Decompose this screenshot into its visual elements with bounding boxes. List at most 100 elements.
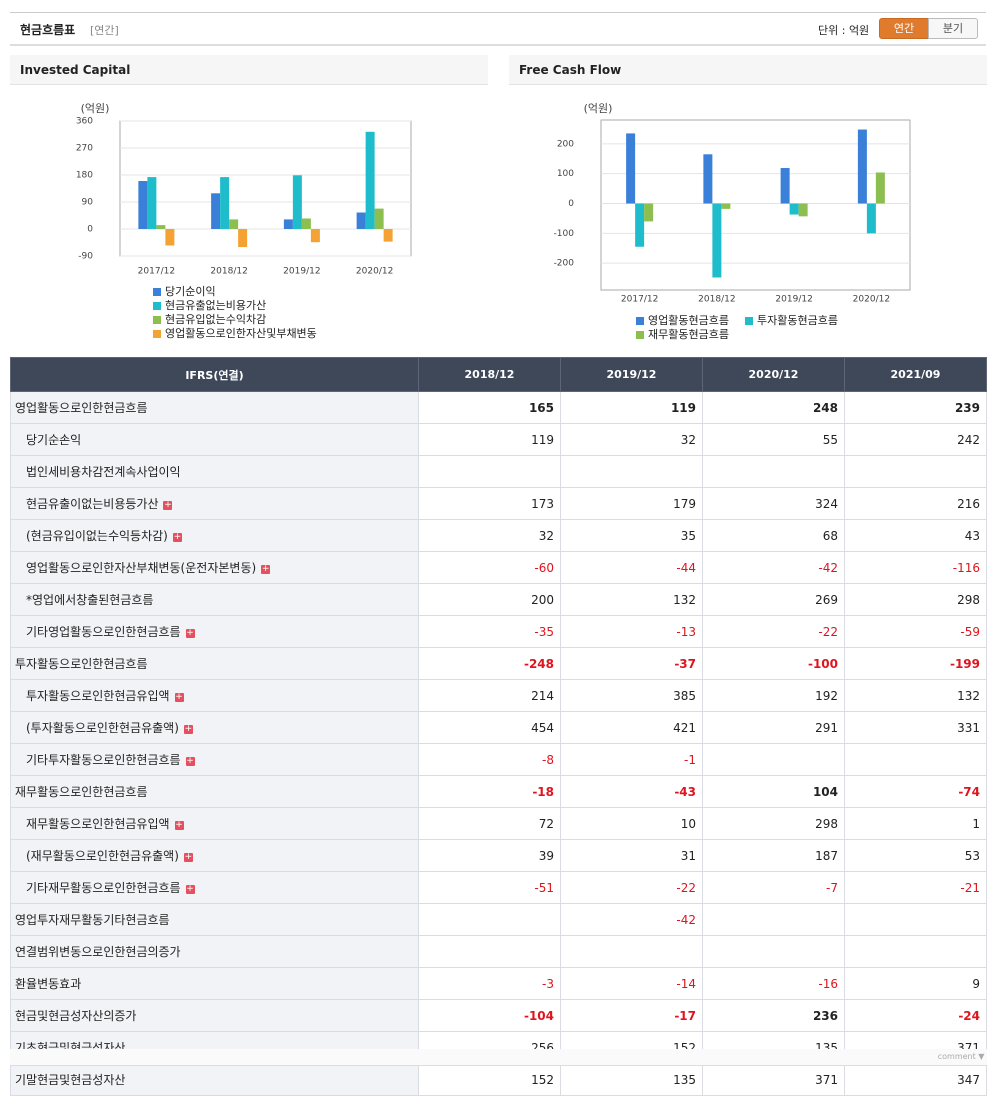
legend-label: 재무활동현금흐름 (648, 327, 729, 341)
table-row: 재무활동으로인한현금흐름 -18 -43 104 -74 (10, 775, 987, 808)
footer: comment ▼ (10, 1049, 987, 1066)
table-row: 영업활동으로인한현금흐름 165 119 248 239 (10, 391, 987, 424)
value-cell (844, 743, 987, 776)
column-header: 2018/12 (418, 357, 561, 392)
bar (712, 203, 722, 278)
chart-title: Free Cash Flow (509, 55, 987, 85)
value: -51 (534, 880, 554, 895)
value-cell: -42 (702, 551, 845, 584)
value-cell (844, 903, 987, 936)
legend-label: 투자활동현금흐름 (757, 313, 838, 327)
value: -44 (676, 560, 696, 575)
value: -14 (676, 976, 696, 991)
bar (383, 229, 393, 242)
value-cell: -13 (560, 615, 703, 648)
value-cell: 32 (418, 519, 561, 552)
value: 298 (815, 816, 838, 831)
expand-icon[interactable]: + (183, 724, 193, 734)
value-cell: 216 (844, 487, 987, 520)
value: 173 (531, 496, 554, 511)
value: 192 (815, 688, 838, 703)
value-cell: 236 (702, 999, 845, 1032)
row-label: *영업에서창출된현금흐름 (26, 593, 154, 607)
y-tick-label: 0 (87, 225, 93, 235)
quarter-button[interactable]: 분기 (928, 18, 978, 39)
value: -18 (532, 784, 554, 799)
row-label-cell: 재무활동으로인한현금유입액 + (10, 807, 419, 840)
row-label: 투자활동으로인한현금유입액 (26, 689, 170, 703)
legend-label: 영업활동으로인한자산및부채변동 (165, 326, 317, 340)
value: 179 (673, 496, 696, 511)
row-label-cell: 환율변동효과 (10, 967, 419, 1000)
y-axis-label: (억원) (81, 102, 110, 115)
table-row: 연결범위변동으로인한현금의증가 (10, 935, 987, 968)
value-cell: -22 (560, 871, 703, 904)
expand-icon[interactable]: + (185, 756, 195, 766)
expand-icon[interactable]: + (185, 628, 195, 638)
bar (356, 212, 366, 229)
bar (310, 229, 320, 243)
value: 68 (822, 528, 838, 543)
x-tick-label: 2019/12 (775, 295, 812, 305)
value-cell: 248 (702, 391, 845, 424)
value: -74 (958, 784, 980, 799)
value: 132 (673, 592, 696, 607)
legend-label: 현금유입없는수익차감 (165, 313, 266, 326)
value-cell: -100 (702, 647, 845, 680)
value-cell (418, 455, 561, 488)
value: 35 (680, 528, 696, 543)
row-label: 재무활동으로인한현금유입액 (26, 817, 170, 831)
value: -16 (818, 976, 838, 991)
column-header: 2019/12 (560, 357, 703, 392)
table-row: 투자활동으로인한현금유입액 +214 385 192 132 (10, 679, 987, 712)
expand-icon[interactable]: + (261, 564, 271, 574)
row-label-cell: 연결범위변동으로인한현금의증가 (10, 935, 419, 968)
value-cell: 179 (560, 487, 703, 520)
value: 39 (538, 848, 554, 863)
row-label: 재무활동으로인한현금흐름 (15, 785, 148, 799)
value: 9 (972, 976, 980, 991)
value-cell (418, 903, 561, 936)
value-cell: -37 (560, 647, 703, 680)
expand-icon[interactable]: + (183, 852, 193, 862)
expand-icon[interactable]: + (163, 500, 173, 510)
y-tick-label: 200 (557, 139, 574, 149)
x-tick-label: 2017/12 (621, 295, 658, 305)
value-cell (702, 455, 845, 488)
header-row: IFRS(연결) 2018/12 2019/12 2020/12 2021/09 (10, 357, 987, 392)
row-label: 기타투자활동으로인한현금흐름 (26, 753, 181, 767)
bar (866, 203, 876, 234)
comment-link[interactable]: comment (937, 1052, 976, 1061)
expand-icon[interactable]: + (185, 884, 195, 894)
value: 242 (957, 432, 980, 447)
value-cell: -1 (560, 743, 703, 776)
y-tick-label: 180 (76, 171, 93, 181)
expand-icon[interactable]: + (174, 820, 184, 830)
legend-label: 영업활동현금흐름 (648, 313, 729, 327)
expand-icon[interactable]: + (174, 692, 184, 702)
row-label-cell: 투자활동으로인한현금흐름 (10, 647, 419, 680)
expand-icon[interactable]: + (172, 532, 182, 542)
table-row: 기타투자활동으로인한현금흐름 + -8 -1 (10, 743, 987, 776)
value-cell: -7 (702, 871, 845, 904)
annual-button[interactable]: 연간 (879, 18, 929, 39)
legend-swatch (153, 302, 161, 310)
value-cell: 187 (702, 839, 845, 872)
value-cell: 9 (844, 967, 987, 1000)
value-cell: -18 (418, 775, 561, 808)
value-cell: -116 (844, 551, 987, 584)
row-label: 영업투자재무활동기타현금흐름 (15, 913, 170, 927)
value: 200 (531, 592, 554, 607)
value: -8 (542, 752, 554, 767)
x-tick-label: 2020/12 (853, 295, 890, 305)
value: 119 (670, 400, 696, 415)
table-row: (투자활동으로인한현금유출액) +454 421 291 331 (10, 711, 987, 744)
table-row: 당기순손익 119 32 55 242 (10, 423, 987, 456)
value: -22 (676, 880, 696, 895)
value-cell: -3 (418, 967, 561, 1000)
value-cell: 239 (844, 391, 987, 424)
row-label-cell: 영업활동으로인한현금흐름 (10, 391, 419, 424)
bar (857, 129, 867, 204)
value-cell: 72 (418, 807, 561, 840)
